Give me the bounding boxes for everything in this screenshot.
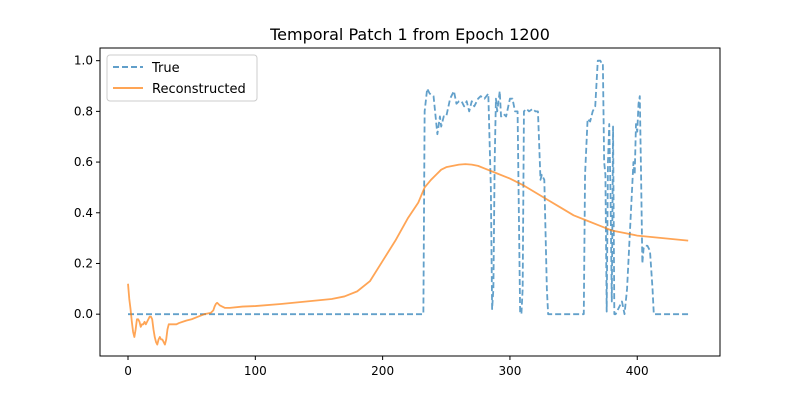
plot-data-layer: [127, 59, 689, 346]
legend: True Reconstructed: [106, 54, 258, 102]
y-tick-label: 0.6: [74, 155, 93, 169]
legend-label-true: True: [151, 61, 180, 76]
series-line-true: [128, 59, 689, 316]
axis-layer: 0 100 200 300 400 0.0 0.2 0.4 0.6 0.8 1.0: [74, 54, 649, 378]
x-tick-label: 200: [371, 364, 394, 378]
y-tick-label: 0.2: [74, 256, 93, 270]
x-tick-label: 400: [626, 364, 649, 378]
plot-area-frame: [99, 47, 721, 357]
y-tick-label: 1.0: [74, 54, 93, 68]
series-line-reconstructed: [127, 163, 689, 346]
x-tick-label: 0: [124, 364, 132, 378]
x-tick-label: 100: [244, 364, 267, 378]
y-tick-label: 0.0: [74, 307, 93, 321]
y-tick-label: 0.8: [74, 104, 93, 118]
x-tick-label: 300: [498, 364, 521, 378]
legend-label-reconstructed: Reconstructed: [152, 82, 246, 97]
y-tick-label: 0.4: [74, 206, 93, 220]
legend-frame: [106, 54, 258, 102]
chart-title: Temporal Patch 1 from Epoch 1200: [269, 25, 550, 44]
